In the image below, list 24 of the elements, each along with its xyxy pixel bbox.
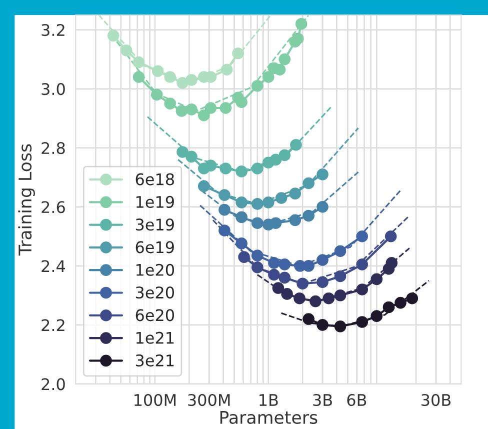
y-tick-label: 2.8	[42, 142, 65, 154]
y-tick-label: 3.2	[42, 24, 64, 36]
x-tick-label: 1B	[260, 394, 278, 406]
legend-label: 3e21	[136, 354, 174, 366]
y-tick-label: 2.0	[42, 378, 65, 390]
y-tick-label: 2.2	[42, 319, 64, 331]
y-tick-label: 3.0	[42, 83, 65, 96]
y-axis-title: Training Loss	[18, 144, 35, 256]
y-tick-label: 2.6	[42, 201, 65, 214]
x-tick-label: 3B	[313, 394, 332, 406]
x-tick-label: 100M	[134, 394, 176, 406]
legend-label: 3e20	[136, 286, 174, 299]
x-axis-title: Parameters	[220, 411, 318, 424]
legend-label: 6e20	[136, 309, 174, 322]
x-tick-label: 6B	[347, 394, 366, 406]
legend-label: 1e20	[136, 264, 174, 276]
x-tick-label: 30B	[422, 394, 450, 406]
x-tick-label: 300M	[188, 394, 230, 406]
legend-label: 6e19	[136, 241, 174, 254]
y-tick-label: 2.4	[42, 260, 66, 272]
legend-label: 1e21	[136, 332, 174, 344]
legend-label: 3e19	[136, 218, 174, 231]
legend-label: 6e18	[136, 173, 174, 186]
legend-label: 1e19	[136, 196, 174, 208]
